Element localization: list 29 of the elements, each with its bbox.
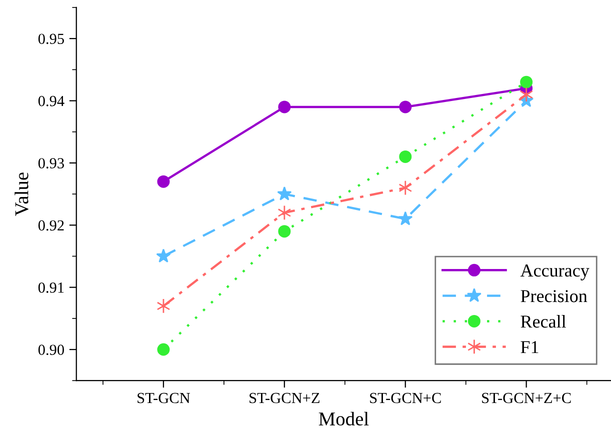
- y-tick-label: 0.93: [38, 158, 64, 168]
- legend-label: Recall: [520, 315, 566, 328]
- y-tick-label: 0.92: [38, 220, 64, 231]
- point: [520, 76, 533, 88]
- x-tick-label: ST-GCN: [138, 392, 190, 404]
- point: [157, 175, 170, 188]
- point: [278, 100, 291, 114]
- point: [398, 180, 412, 196]
- y-tick-label: 0.91: [38, 282, 64, 293]
- x-axis-title: Model: [318, 412, 369, 426]
- point: [278, 205, 292, 220]
- y-tick-label: 0.94: [38, 96, 64, 106]
- point: [399, 100, 412, 114]
- y-tick-label: 0.95: [38, 34, 64, 44]
- x-tick-label: ST-GCN+Z+C: [482, 392, 571, 404]
- legend-label: Precision: [520, 290, 588, 302]
- point: [398, 211, 413, 226]
- legend-label: Accuracy: [520, 264, 590, 280]
- x-tick-label: ST-GCN+C: [370, 392, 441, 404]
- point: [278, 225, 291, 238]
- y-tick-label: 0.90: [38, 344, 64, 356]
- point: [157, 343, 170, 356]
- x-tick-label: ST-GCN+Z: [250, 392, 320, 404]
- point: [156, 248, 171, 263]
- y-axis-title: Value: [14, 172, 28, 216]
- point: [520, 86, 534, 102]
- point: [399, 150, 412, 163]
- legend-label: F1: [520, 341, 538, 354]
- point: [277, 186, 292, 200]
